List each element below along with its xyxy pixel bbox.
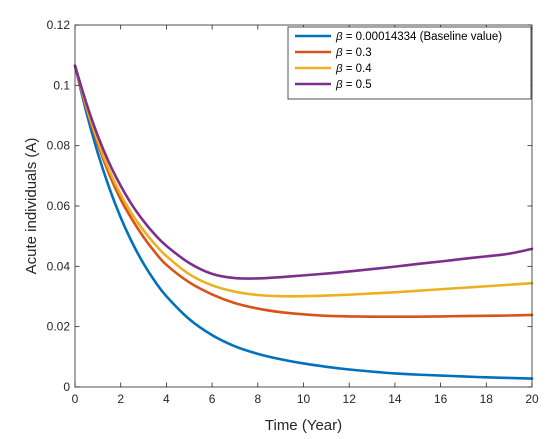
x-tick-label: 2 xyxy=(117,392,124,406)
legend-entry-1: β = 0.00014334 (Baseline value) xyxy=(335,31,502,43)
y-tick-label: 0.06 xyxy=(47,199,71,213)
x-tick-label: 0 xyxy=(72,392,79,406)
legend-symbol: β xyxy=(335,31,343,43)
x-tick-label: 10 xyxy=(297,392,311,406)
legend-box xyxy=(287,26,532,100)
legend-label: = 0.4 xyxy=(343,63,373,75)
legend-label: = 0.3 xyxy=(343,47,372,59)
x-tick-label: 18 xyxy=(480,392,494,406)
legend-label: = 0.5 xyxy=(343,79,372,91)
series-line-2 xyxy=(73,64,534,319)
y-tick-label: 0.04 xyxy=(47,259,71,273)
x-tick-label: 6 xyxy=(209,392,216,406)
y-tick-label: 0.08 xyxy=(47,139,71,153)
series-line-4 xyxy=(73,64,534,280)
legend-symbol: β xyxy=(335,79,343,91)
y-axis: 0 0.02 0.04 0.06 0.08 0.1 0.12 xyxy=(47,18,532,394)
x-tick-label: 20 xyxy=(525,392,539,406)
y-tick-label: 0.1 xyxy=(53,78,70,92)
x-axis: 0 2 4 6 8 10 12 14 16 18 20 xyxy=(72,25,539,406)
y-tick-label: 0.02 xyxy=(47,320,71,334)
series-layer xyxy=(73,64,534,380)
legend-symbol: β xyxy=(335,63,343,75)
legend-entry-3: β = 0.4 xyxy=(335,63,372,75)
series-line-1 xyxy=(73,64,534,380)
series-line-3 xyxy=(73,64,534,298)
legend: β = 0.00014334 (Baseline value)β = 0.3β … xyxy=(287,26,532,100)
y-tick-label: 0 xyxy=(63,380,70,394)
legend-entry-4: β = 0.5 xyxy=(335,79,372,91)
x-tick-label: 4 xyxy=(163,392,170,406)
y-tick-label: 0.12 xyxy=(47,18,71,32)
x-axis-label: Time (Year) xyxy=(265,417,342,434)
y-axis-label: Acute individuals (A) xyxy=(23,138,40,275)
legend-label: = 0.00014334 (Baseline value) xyxy=(343,31,503,43)
legend-entry-2: β = 0.3 xyxy=(335,47,372,59)
x-tick-label: 8 xyxy=(254,392,261,406)
x-tick-label: 16 xyxy=(434,392,448,406)
x-tick-label: 14 xyxy=(388,392,402,406)
legend-symbol: β xyxy=(335,47,343,59)
x-tick-label: 12 xyxy=(343,392,357,406)
